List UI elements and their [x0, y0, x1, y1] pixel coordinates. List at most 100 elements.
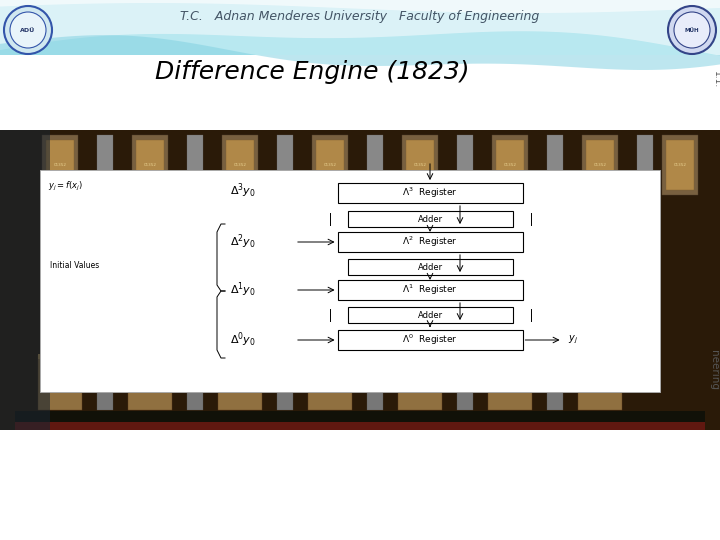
Bar: [153, 354, 156, 359]
Bar: [578, 355, 622, 410]
Bar: [53, 354, 56, 359]
Bar: [313, 354, 316, 359]
Bar: [348, 307, 513, 323]
Bar: [613, 354, 616, 359]
Bar: [398, 354, 401, 359]
Bar: [312, 135, 348, 195]
Circle shape: [674, 12, 710, 48]
Text: Adder: Adder: [418, 214, 443, 224]
Text: $\Delta^0 y_0$: $\Delta^0 y_0$: [230, 330, 256, 349]
Bar: [438, 354, 441, 359]
Bar: [73, 354, 76, 359]
Bar: [38, 355, 82, 410]
Bar: [248, 354, 251, 359]
Bar: [233, 354, 236, 359]
Text: 01352: 01352: [143, 163, 156, 167]
Text: $y_j$: $y_j$: [567, 334, 577, 346]
Bar: [323, 354, 326, 359]
Bar: [498, 354, 501, 359]
Bar: [15, 422, 705, 430]
Text: Adder: Adder: [418, 262, 443, 272]
Bar: [593, 354, 596, 359]
Text: $\Lambda^2$  Register: $\Lambda^2$ Register: [402, 235, 458, 249]
Bar: [406, 140, 434, 190]
Bar: [496, 140, 524, 190]
Bar: [97, 355, 113, 410]
Bar: [148, 354, 151, 359]
Bar: [588, 354, 591, 359]
Bar: [488, 355, 532, 410]
Bar: [128, 355, 172, 410]
Bar: [143, 354, 146, 359]
Bar: [168, 354, 171, 359]
Bar: [348, 211, 513, 227]
Bar: [586, 140, 614, 190]
Bar: [277, 135, 293, 195]
Bar: [428, 354, 431, 359]
Bar: [328, 354, 331, 359]
Bar: [457, 355, 473, 410]
Bar: [136, 140, 164, 190]
Bar: [46, 140, 74, 190]
Bar: [222, 135, 258, 195]
Bar: [578, 354, 581, 359]
Text: 01352: 01352: [413, 163, 426, 167]
Bar: [187, 355, 203, 410]
Bar: [163, 354, 166, 359]
Text: $\Lambda^0$  Register: $\Lambda^0$ Register: [402, 333, 458, 347]
Bar: [413, 354, 416, 359]
Bar: [243, 354, 246, 359]
Text: $\Delta^2 y_0$: $\Delta^2 y_0$: [230, 233, 256, 251]
Bar: [43, 354, 46, 359]
Text: T.C.   Adnan Menderes University   Faculty of Engineering: T.C. Adnan Menderes University Faculty o…: [181, 10, 539, 23]
Text: MÜH: MÜH: [685, 28, 699, 32]
Bar: [583, 354, 586, 359]
Bar: [338, 330, 523, 350]
Bar: [338, 232, 523, 252]
Bar: [637, 135, 653, 195]
Bar: [132, 135, 168, 195]
Bar: [508, 354, 511, 359]
Bar: [547, 355, 563, 410]
Bar: [457, 135, 473, 195]
Bar: [367, 135, 383, 195]
Bar: [258, 354, 261, 359]
Text: $y_j = f(x_j)$: $y_j = f(x_j)$: [48, 180, 83, 193]
Bar: [0, 0, 720, 55]
Circle shape: [668, 6, 716, 54]
Bar: [666, 140, 694, 190]
Bar: [402, 135, 438, 195]
Bar: [63, 354, 66, 359]
Bar: [493, 354, 496, 359]
Bar: [158, 354, 161, 359]
Bar: [528, 354, 531, 359]
Text: 1.1.: 1.1.: [711, 71, 720, 89]
Bar: [403, 354, 406, 359]
Bar: [338, 354, 341, 359]
Text: 01352: 01352: [593, 163, 606, 167]
Text: $\Delta^3 y_0$: $\Delta^3 y_0$: [230, 181, 256, 200]
Bar: [423, 354, 426, 359]
Bar: [343, 354, 346, 359]
Bar: [333, 354, 336, 359]
Bar: [48, 354, 51, 359]
Bar: [38, 354, 41, 359]
Bar: [603, 354, 606, 359]
Bar: [138, 354, 141, 359]
Bar: [78, 354, 81, 359]
Bar: [433, 354, 436, 359]
Text: 01352: 01352: [673, 163, 686, 167]
Bar: [348, 259, 513, 275]
Bar: [68, 354, 71, 359]
Bar: [598, 354, 601, 359]
Bar: [187, 135, 203, 195]
Bar: [133, 354, 136, 359]
Text: 01352: 01352: [233, 163, 246, 167]
Bar: [0, 130, 720, 430]
Bar: [0, 130, 50, 430]
Bar: [488, 354, 491, 359]
Polygon shape: [0, 0, 720, 13]
Text: $\Lambda^1$  Register: $\Lambda^1$ Register: [402, 283, 458, 297]
Circle shape: [4, 6, 52, 54]
Bar: [226, 140, 254, 190]
